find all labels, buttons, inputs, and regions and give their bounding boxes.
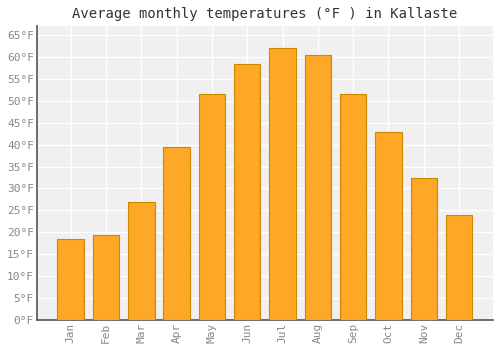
Title: Average monthly temperatures (°F ) in Kallaste: Average monthly temperatures (°F ) in Ka…	[72, 7, 458, 21]
Bar	[340, 94, 366, 320]
Bar	[375, 132, 402, 320]
Bar	[128, 202, 154, 320]
Bar	[198, 94, 225, 320]
Bar	[270, 48, 296, 320]
Bar	[164, 147, 190, 320]
Bar	[58, 239, 84, 320]
Bar	[446, 215, 472, 320]
Bar	[410, 177, 437, 320]
Bar	[304, 55, 331, 320]
Bar	[93, 234, 120, 320]
Bar	[234, 64, 260, 320]
